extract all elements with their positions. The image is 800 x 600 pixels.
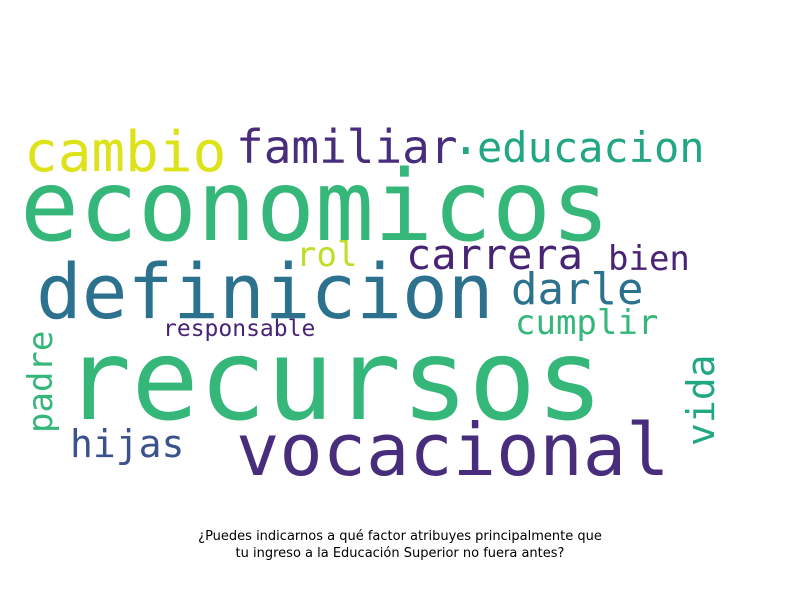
word-carrera: carrera xyxy=(406,230,584,279)
word-responsable: responsable xyxy=(163,316,316,342)
word-cambio: cambio xyxy=(24,120,227,185)
word-vocacional: vocacional xyxy=(236,408,670,492)
word-cloud: economicos recursos definicion vocaciona… xyxy=(20,111,723,492)
word-recursos: recursos xyxy=(64,316,604,446)
word-vida: vida xyxy=(679,354,723,446)
word-bien: bien xyxy=(608,239,690,279)
word-rol: rol xyxy=(296,235,358,275)
question-caption: ¿Puedes indicarnos a qué factor atribuye… xyxy=(0,528,800,562)
word-padre: padre xyxy=(21,330,61,433)
word-definicion: definicion xyxy=(36,247,494,336)
word-familiar: familiar xyxy=(236,120,458,174)
word-economicos: economicos xyxy=(20,150,611,264)
word-cumplir: cumplir xyxy=(515,303,659,343)
word-hijas: hijas xyxy=(70,422,185,466)
word-educacion: educacion xyxy=(477,123,705,172)
caption-line-2: tu ingreso a la Educación Superior no fu… xyxy=(235,546,565,561)
caption-line-1: ¿Puedes indicarnos a qué factor atribuye… xyxy=(198,529,602,544)
word-darle: darle xyxy=(511,264,644,315)
dot-mark: . xyxy=(452,111,480,165)
